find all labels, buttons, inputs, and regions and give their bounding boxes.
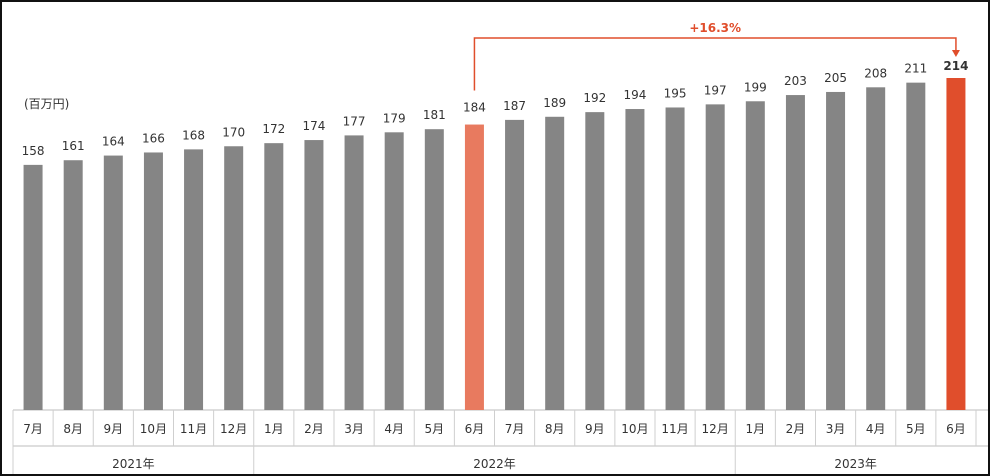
month-tick-label: 3月 [344, 422, 364, 436]
growth-rate-label: +16.3% [689, 21, 741, 35]
year-label: 2022年 [473, 457, 516, 471]
bar [866, 87, 886, 410]
data-label: 194 [623, 88, 646, 102]
data-label: 161 [62, 139, 85, 153]
bar [63, 160, 83, 410]
bar [505, 119, 525, 410]
data-label: 208 [864, 66, 887, 80]
data-label: 174 [302, 119, 325, 133]
data-label: 181 [423, 108, 446, 122]
value-labels-group: 158 161 164 166 168 170 172 174 177 179 181 184 187 1… [22, 59, 969, 158]
bar [384, 132, 404, 410]
data-label: 211 [904, 62, 927, 76]
month-tick-label: 2月 [786, 422, 806, 436]
bar [424, 129, 444, 410]
data-label: 170 [222, 125, 245, 139]
month-tick-label: 6月 [465, 422, 485, 436]
month-tick-label: 8月 [63, 422, 83, 436]
bar [946, 78, 966, 410]
bar [344, 135, 364, 411]
month-tick-label: 10月 [621, 422, 648, 436]
bar [625, 109, 645, 410]
data-label: 203 [784, 74, 807, 88]
bar [264, 143, 284, 410]
bar [826, 91, 846, 410]
bar [143, 152, 163, 410]
month-tick-label: 8月 [545, 422, 565, 436]
growth-bracket-line [473, 37, 957, 91]
data-label: 172 [262, 122, 285, 136]
data-label: 195 [664, 86, 687, 100]
bar [304, 140, 324, 410]
data-label: 168 [182, 128, 205, 142]
month-tick-label: 5月 [906, 422, 926, 436]
year-label: 2023年 [834, 457, 877, 471]
data-label: 205 [824, 71, 847, 85]
data-label: 164 [102, 135, 125, 149]
bar [785, 95, 805, 410]
category-table-grid [12, 409, 988, 474]
data-label: 189 [543, 96, 566, 110]
bar [705, 104, 725, 410]
bar [184, 149, 204, 410]
month-tick-label: 11月 [180, 422, 207, 436]
bar [585, 112, 605, 410]
data-label: 192 [583, 91, 606, 105]
growth-arrow-icon [951, 50, 960, 57]
bar [23, 164, 43, 410]
bar [906, 82, 926, 410]
year-label: 2021年 [112, 457, 155, 471]
bar [545, 116, 565, 411]
data-label: 158 [22, 144, 45, 158]
bar [103, 155, 123, 410]
month-tick-label: 3月 [826, 422, 846, 436]
data-label: 197 [704, 83, 727, 97]
bars-group [23, 78, 966, 411]
data-label: 179 [383, 111, 406, 125]
data-label: 187 [503, 99, 526, 113]
bar [224, 146, 244, 410]
month-tick-label: 7月 [505, 422, 525, 436]
month-labels-group: 7月 8月 9月 10月 11月 12月 1月 2月 3月 4月 5月 6月 7月 8月 9月 10月 11月 1… [23, 422, 966, 436]
data-label: 177 [343, 114, 366, 128]
unit-label: (百万円) [24, 97, 69, 111]
month-tick-label: 10月 [140, 422, 167, 436]
growth-annotation: +16.3% [473, 21, 960, 91]
bar [665, 107, 685, 411]
month-tick-label: 1月 [745, 422, 765, 436]
data-label: 199 [744, 80, 767, 94]
month-tick-label: 12月 [220, 422, 247, 436]
month-tick-label: 9月 [103, 422, 123, 436]
month-tick-label: 4月 [866, 422, 886, 436]
data-label: 184 [463, 101, 486, 115]
month-tick-label: 1月 [264, 422, 284, 436]
month-tick-label: 12月 [702, 422, 729, 436]
month-tick-label: 7月 [23, 422, 43, 436]
bar [745, 101, 765, 410]
month-tick-label: 6月 [946, 422, 966, 436]
data-label: 166 [142, 131, 165, 145]
year-labels-group: 2021年 2022年 2023年 [112, 457, 877, 471]
month-tick-label: 2月 [304, 422, 324, 436]
data-label: 214 [943, 59, 968, 73]
month-tick-label: 9月 [585, 422, 605, 436]
month-tick-label: 5月 [424, 422, 444, 436]
bar [464, 124, 484, 410]
month-tick-label: 11月 [661, 422, 688, 436]
month-tick-label: 4月 [384, 422, 404, 436]
